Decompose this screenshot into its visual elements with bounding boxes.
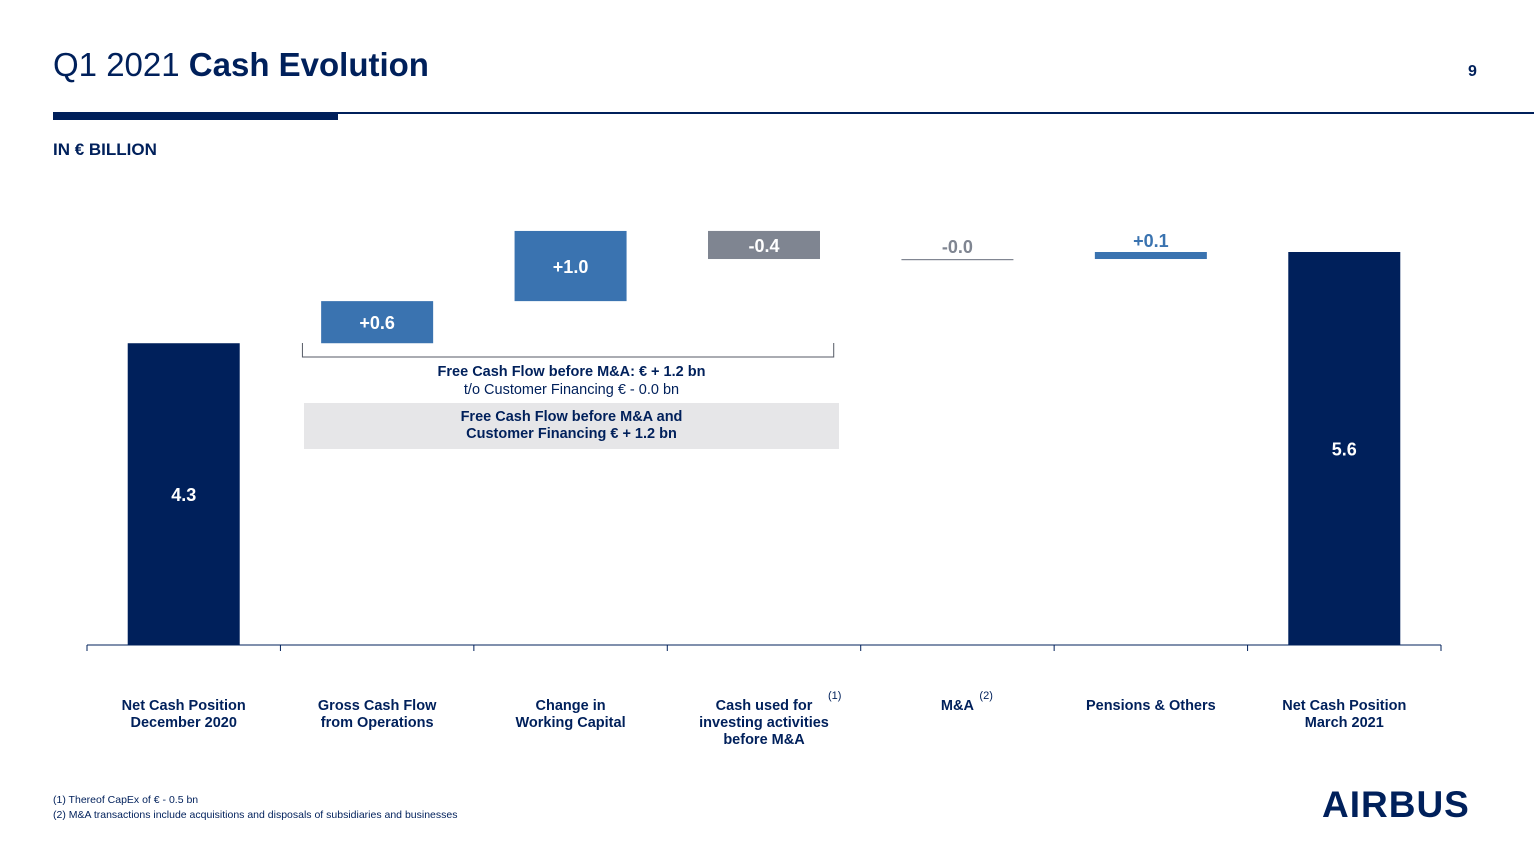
bar-label-4: -0.0 <box>942 237 973 257</box>
bar-label-3: -0.4 <box>748 236 779 256</box>
category-footnote-mark-4: (2) <box>979 690 993 702</box>
bar-1 <box>321 301 434 344</box>
page-title: Q1 2021 Cash Evolution <box>53 46 429 84</box>
bar-2 <box>514 230 627 302</box>
bar-label-1: +0.6 <box>359 313 395 333</box>
category-label-6: Net Cash Position March 2021 <box>1282 698 1407 731</box>
category-label-0: Net Cash Position December 2020 <box>121 698 246 731</box>
bar-label-0: 4.3 <box>171 485 196 505</box>
header-rule <box>53 112 1534 114</box>
footnote-2: (2) M&A transactions include acquisition… <box>53 809 458 821</box>
fcf-annotation-line2: t/o Customer Financing € - 0.0 bn <box>463 382 680 398</box>
title-bold: Cash Evolution <box>188 46 429 83</box>
bar-6 <box>1288 252 1401 645</box>
fcf-annotation-box: Free Cash Flow before M&A and Customer F… <box>304 403 839 449</box>
category-label-4: M&A <box>940 698 974 714</box>
page-number: 9 <box>1468 63 1477 80</box>
fcf-bracket <box>301 343 835 358</box>
category-label-1: Gross Cash Flow from Operations <box>317 698 437 731</box>
category-footnote-mark-3: (1) <box>828 690 842 702</box>
footnote-1: (1) Thereof CapEx of € - 0.5 bn <box>53 794 199 806</box>
bar-label-6: 5.6 <box>1332 440 1357 460</box>
category-label-5: Pensions & Others <box>1085 698 1216 714</box>
bar-label-5: +0.1 <box>1133 231 1169 251</box>
fcf-box-text: Free Cash Flow before M&A and Customer F… <box>460 409 683 442</box>
category-label-3: Cash used for investing activities befor… <box>699 698 829 748</box>
airbus-logo: AIRBUS <box>1322 784 1470 825</box>
bar-3 <box>708 230 820 260</box>
bar-0 <box>127 343 240 645</box>
category-label-2: Change in Working Capital <box>515 698 626 731</box>
fcf-annotation-line1: Free Cash Flow before M&A: € + 1.2 bn <box>437 364 706 380</box>
bar-label-2: +1.0 <box>553 257 589 277</box>
bar-5 <box>1094 252 1207 260</box>
title-prefix: Q1 2021 <box>53 46 180 83</box>
header-rule-accent <box>53 113 338 120</box>
bar-4 <box>901 259 1014 261</box>
units-label: IN € BILLION <box>53 140 157 159</box>
